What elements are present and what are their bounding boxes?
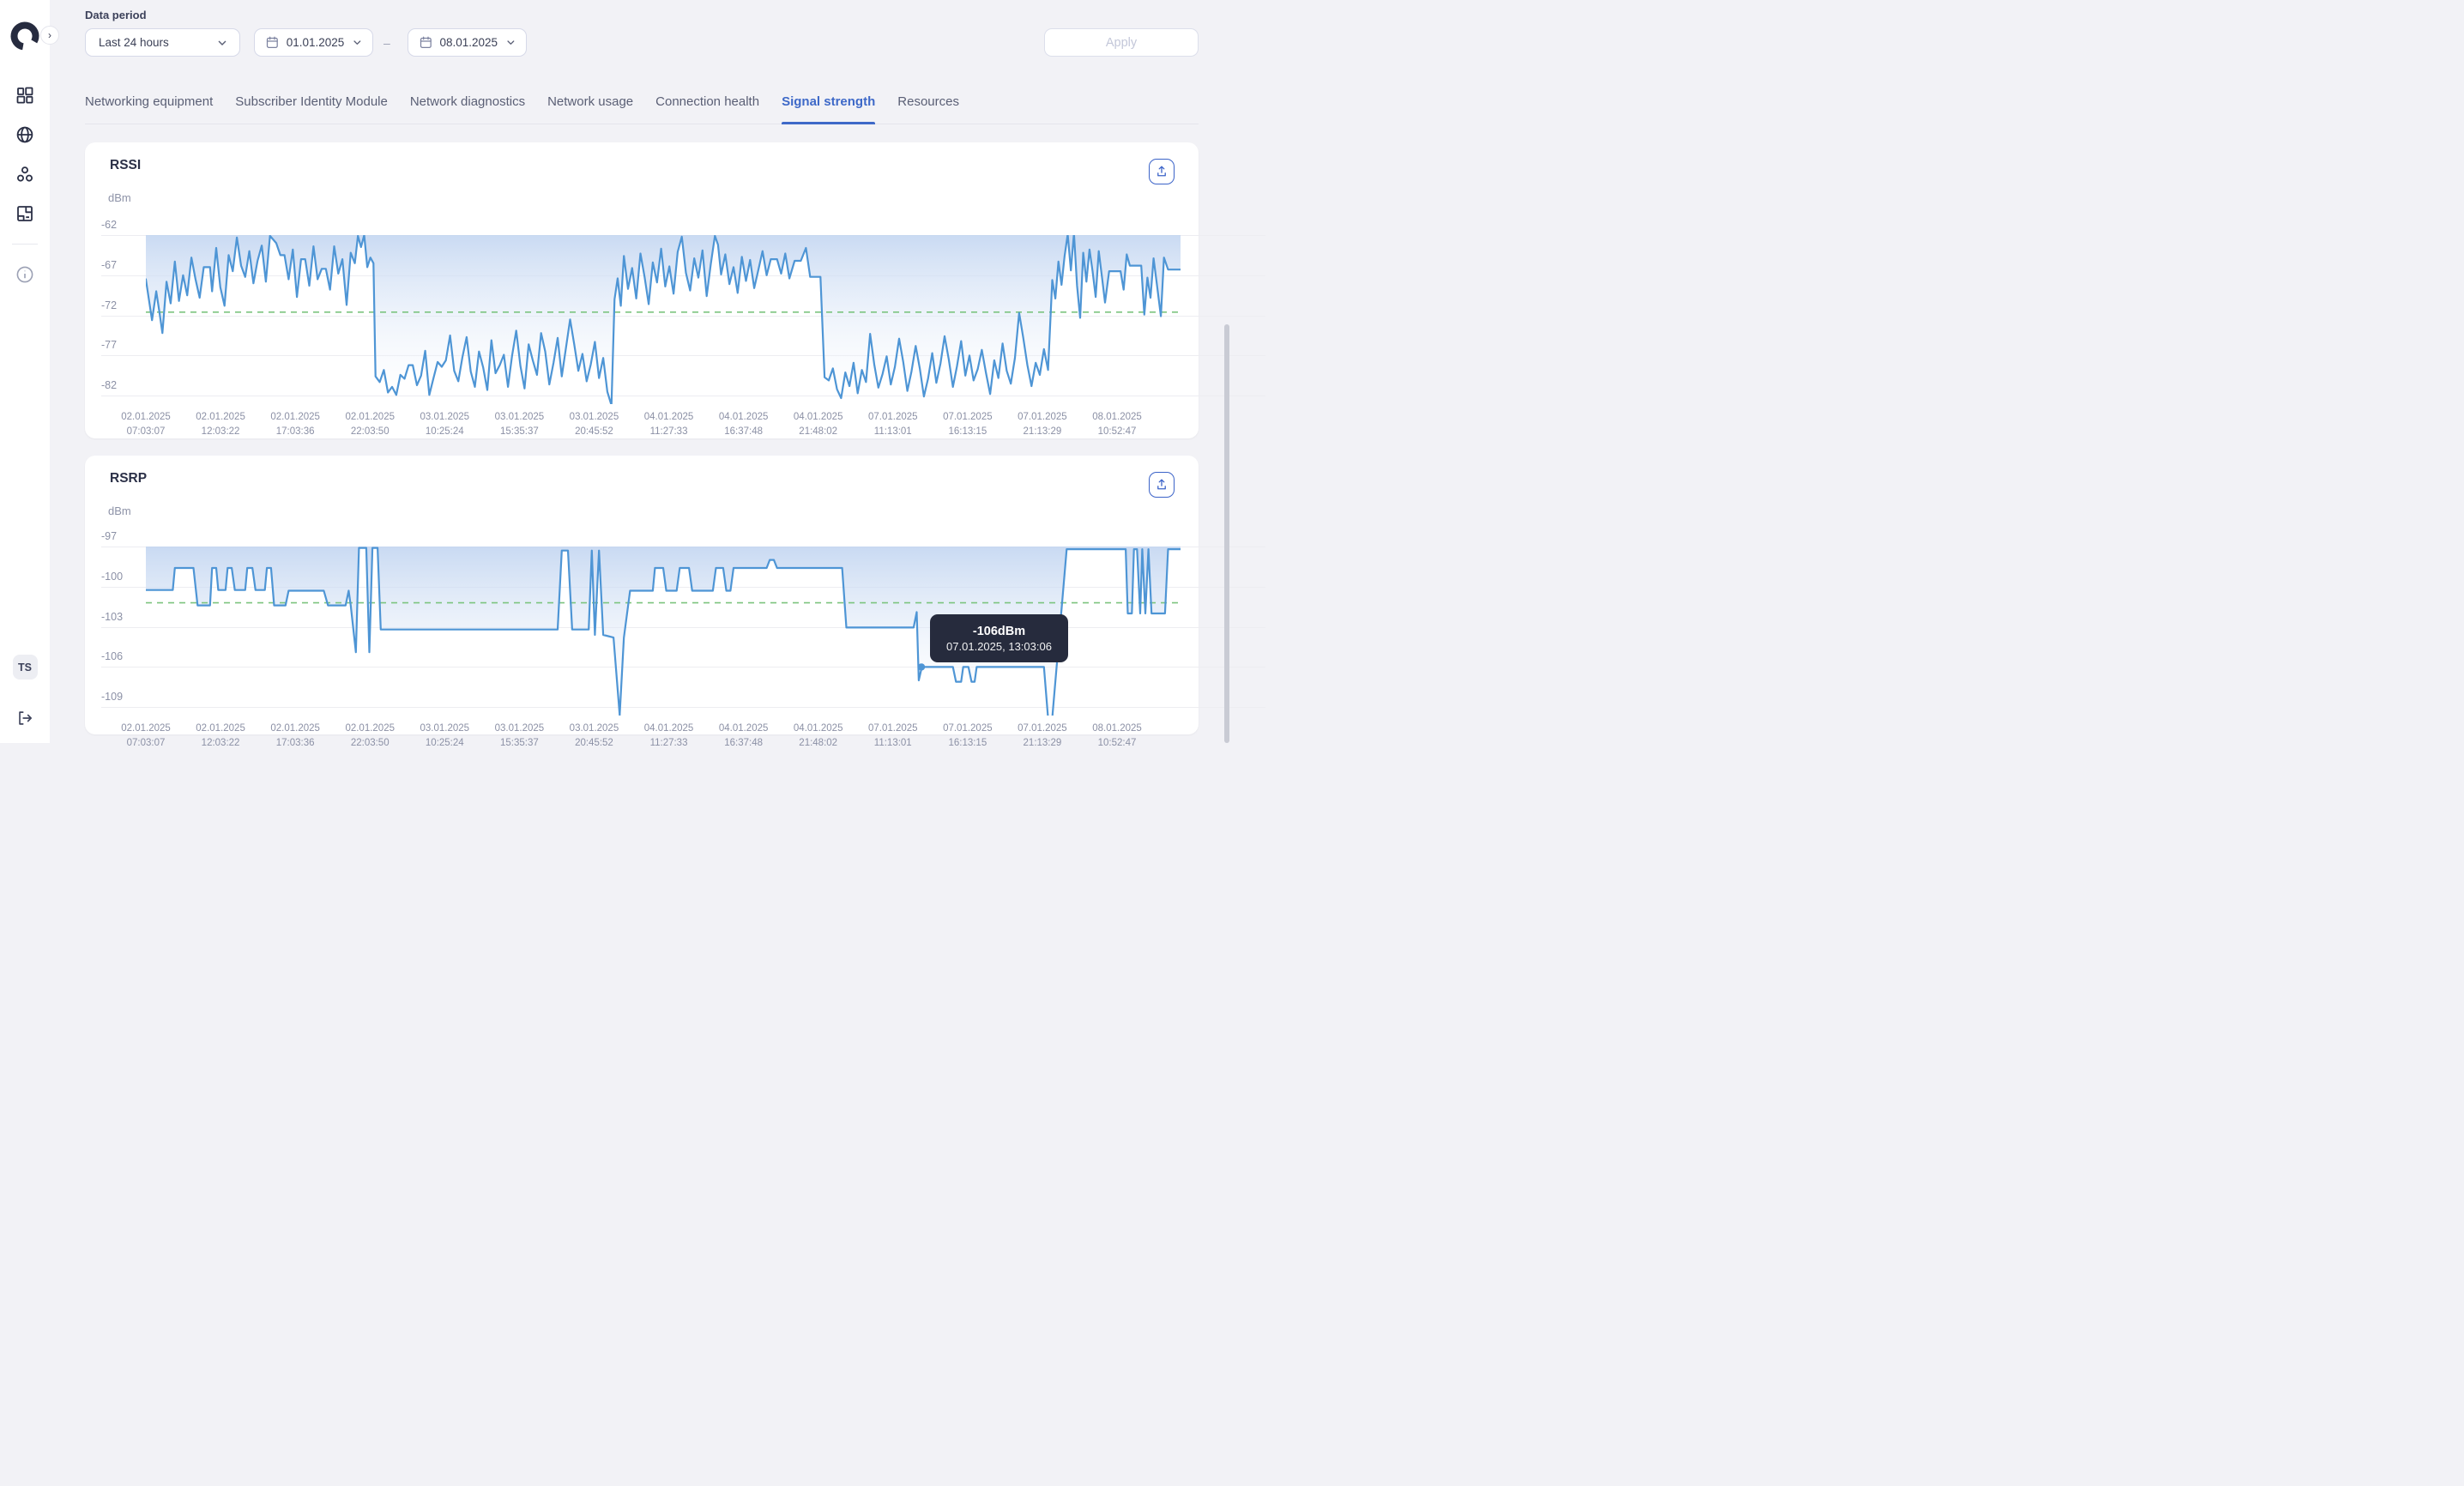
y-axis-label: -62: [101, 219, 118, 231]
x-axis-label: 04.01.2025 11:27:33: [643, 723, 694, 748]
rsrp-chart-card: RSRP dBm -106dBm 07.01.2025, 13:03:06 -9…: [85, 456, 1265, 748]
x-axis-label: 04.01.2025 16:37:48: [718, 723, 769, 748]
tooltip-timestamp: 07.01.2025, 13:03:06: [946, 639, 1052, 653]
y-axis-label: -106: [101, 650, 124, 663]
x-axis-label: 02.01.2025 07:03:07: [121, 412, 171, 437]
y-axis-label: -82: [101, 379, 118, 392]
tab-networking-equipment[interactable]: Networking equipment: [85, 94, 214, 109]
page-scrollbar[interactable]: [1224, 324, 1229, 743]
filter-bar: Data period Last 24 hours 01.01.2025 – 0…: [85, 9, 1199, 57]
x-axis-label: 02.01.2025 07:03:07: [121, 723, 171, 748]
chevron-down-icon: [218, 40, 226, 45]
upload-icon: [1157, 166, 1166, 177]
date-from-input[interactable]: 01.01.2025: [254, 28, 373, 57]
date-range-separator: –: [383, 35, 390, 50]
chart-title-rssi: RSSI: [110, 158, 142, 172]
tab-bar: Networking equipment Subscriber Identity …: [85, 86, 1199, 124]
sidebar-divider: [12, 244, 38, 245]
calendar-icon: [420, 36, 432, 48]
calendar-icon: [266, 36, 278, 48]
chevron-right-icon: ›: [48, 29, 51, 41]
tab-network-diagnostics[interactable]: Network diagnostics: [409, 94, 526, 109]
x-axis-label: 04.01.2025 21:48:02: [793, 723, 843, 748]
tab-network-usage[interactable]: Network usage: [547, 94, 634, 109]
date-to-value: 08.01.2025: [439, 36, 498, 49]
sidebar-item-nodes[interactable]: [14, 163, 36, 185]
gridline: [101, 275, 1265, 276]
data-period-label: Data period: [85, 9, 147, 21]
gridline: [101, 586, 1265, 588]
x-axis-label: 08.01.2025 10:52:47: [1092, 412, 1142, 437]
x-axis-label: 08.01.2025 10:52:47: [1092, 723, 1142, 748]
sidebar-item-sim[interactable]: [14, 202, 36, 225]
y-axis-label: -100: [101, 570, 124, 583]
export-button[interactable]: [1149, 159, 1175, 184]
x-axis-label: 03.01.2025 10:25:24: [420, 723, 470, 748]
y-axis-label: -103: [101, 610, 124, 623]
x-axis-label: 04.01.2025 11:27:33: [643, 412, 694, 437]
tab-resources[interactable]: Resources: [897, 94, 959, 109]
apply-button[interactable]: Apply: [1044, 28, 1199, 57]
gridline: [101, 315, 1265, 317]
hover-point-marker: [917, 663, 926, 671]
date-to-input[interactable]: 08.01.2025: [407, 28, 527, 57]
upload-icon: [1157, 479, 1166, 490]
x-axis-label: 07.01.2025 21:13:29: [1018, 412, 1067, 437]
brand-logo-icon: [9, 21, 40, 51]
chevron-down-icon: [353, 40, 361, 45]
range-select-value: Last 24 hours: [99, 36, 169, 49]
x-axis-label: 02.01.2025 17:03:36: [270, 412, 320, 437]
tab-signal-strength[interactable]: Signal strength: [782, 86, 876, 124]
x-axis-label: 07.01.2025 16:13:15: [943, 412, 993, 437]
chart-tooltip: -106dBm 07.01.2025, 13:03:06: [930, 614, 1068, 662]
x-axis-label: 02.01.2025 12:03:22: [196, 412, 245, 437]
x-axis-label: 04.01.2025 16:37:48: [718, 412, 769, 437]
y-axis-label: -77: [101, 339, 118, 352]
sidebar-item-dashboard[interactable]: [14, 84, 36, 106]
x-axis-label: 03.01.2025 20:45:52: [569, 412, 619, 437]
y-axis-unit: dBm: [108, 191, 131, 204]
y-axis-label: -72: [101, 299, 118, 311]
x-axis-label: 07.01.2025 16:13:15: [943, 723, 993, 748]
y-axis-label: -67: [101, 258, 118, 271]
rssi-line-chart[interactable]: [146, 235, 1181, 404]
export-button[interactable]: [1149, 472, 1175, 498]
tab-connection-health[interactable]: Connection health: [655, 94, 760, 109]
x-axis-label: 04.01.2025 21:48:02: [793, 412, 843, 437]
y-axis-label: -109: [101, 691, 124, 704]
y-axis-unit: dBm: [108, 504, 131, 517]
x-axis-label: 07.01.2025 11:13:01: [867, 723, 918, 748]
logout-icon[interactable]: [15, 709, 34, 728]
chevron-down-icon: [507, 40, 515, 45]
tab-subscriber-identity-module[interactable]: Subscriber Identity Module: [235, 94, 388, 109]
x-axis-label: 03.01.2025 15:35:37: [494, 723, 545, 748]
y-axis-label: -97: [101, 530, 118, 542]
gridline: [101, 355, 1265, 357]
tooltip-value: -106dBm: [972, 624, 1026, 638]
sidebar-item-info[interactable]: [14, 263, 36, 286]
x-axis-label: 02.01.2025 12:03:22: [196, 723, 245, 748]
avatar[interactable]: TS: [12, 655, 38, 680]
gridline: [101, 707, 1265, 709]
sidebar: TS: [0, 0, 50, 743]
x-axis-label: 02.01.2025 22:03:50: [345, 412, 395, 437]
sidebar-expand-button[interactable]: ›: [40, 26, 59, 45]
date-from-value: 01.01.2025: [286, 36, 345, 49]
sidebar-item-network-globe[interactable]: [14, 124, 36, 146]
x-axis-label: 07.01.2025 11:13:01: [867, 412, 918, 437]
x-axis-label: 02.01.2025 22:03:50: [345, 723, 395, 748]
x-axis-label: 03.01.2025 20:45:52: [569, 723, 619, 748]
x-axis-label: 03.01.2025 15:35:37: [494, 412, 545, 437]
rsrp-line-chart[interactable]: [146, 547, 1181, 716]
x-axis-label: 03.01.2025 10:25:24: [420, 412, 470, 437]
gridline: [101, 626, 1265, 628]
x-axis-label: 02.01.2025 17:03:36: [270, 723, 320, 748]
range-select[interactable]: Last 24 hours: [85, 28, 240, 57]
chart-title-rsrp: RSRP: [110, 471, 148, 486]
rssi-chart-card: RSSI dBm -62 -67 -72 -77 -82 02.01.2025 07:03:…: [85, 142, 1265, 438]
x-axis-label: 07.01.2025 21:13:29: [1018, 723, 1067, 748]
